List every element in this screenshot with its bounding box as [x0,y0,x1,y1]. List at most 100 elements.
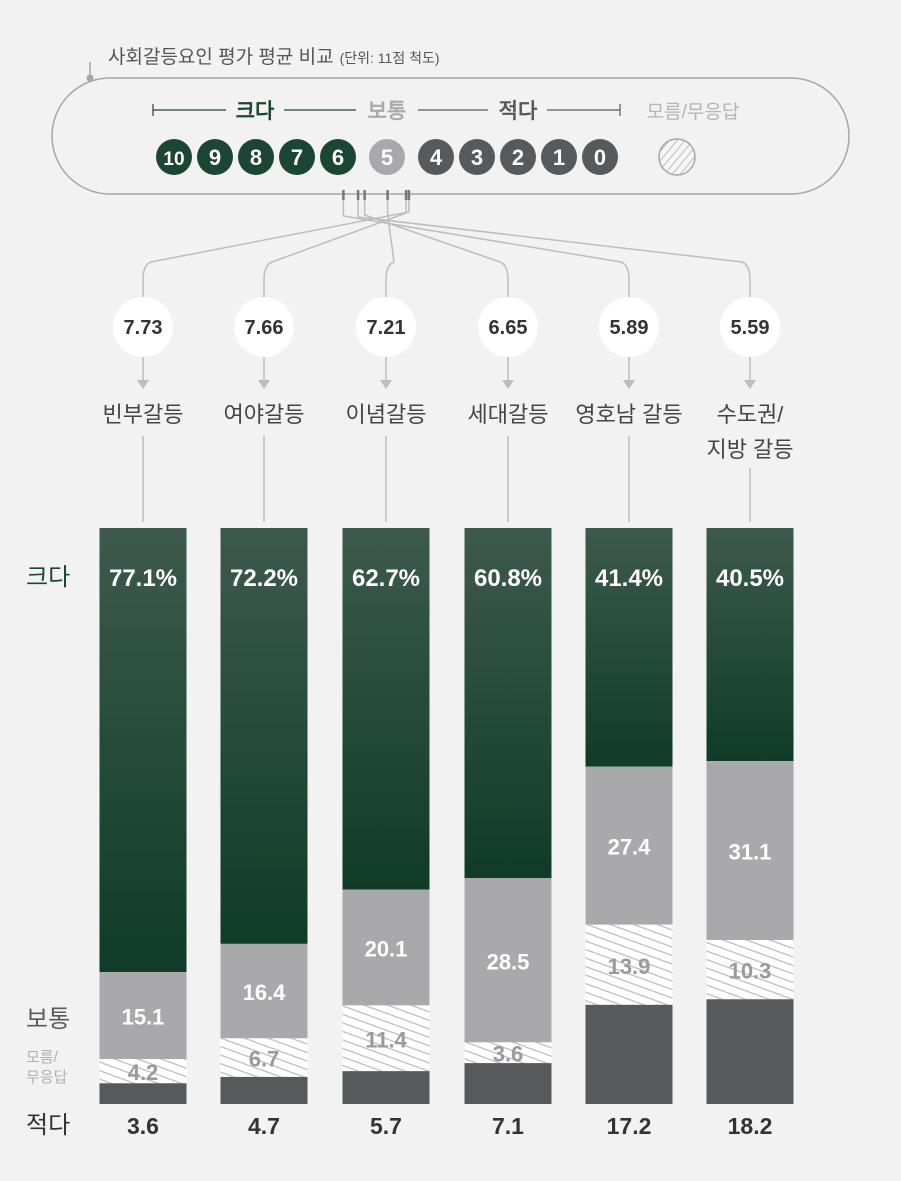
bar-value-great: 41.4% [595,565,663,592]
average-circle [720,297,780,357]
row-label-unknown: 모름/ 무응답 [26,1049,68,1086]
bar-value-small: 7.1 [492,1113,524,1139]
bar-segment-small [585,1004,673,1104]
bar-value-normal: 28.5 [487,949,530,974]
bar-segment-normal [99,972,187,1060]
bar-value-great: 72.2% [230,565,298,592]
row-label-small: 적다 [26,1112,70,1139]
scale-point-1 [541,139,577,175]
average-circle [356,297,416,357]
bar-value-unknown: 11.4 [365,1027,407,1052]
bar-segment-unknown [99,1059,187,1084]
scale-point-label: 6 [332,145,344,170]
legend-small-label: 적다 [499,100,538,123]
bar-value-unknown: 13.9 [608,954,651,979]
bar-segment-small [342,1071,430,1104]
average-circle [113,297,173,357]
bar-segment-normal [342,889,430,1006]
bar-segment-great [99,528,187,973]
bar-value-great: 60.8% [474,565,542,592]
bar-segment-small [464,1063,552,1104]
bar-segment-normal [706,761,794,941]
bar-value-great: 40.5% [716,565,784,592]
average-circles: 7.73 7.66 7.21 6.65 5.89 5.59 [113,297,780,389]
average-arrow-head [380,380,392,389]
category-label: 지방 갈등 [706,437,793,462]
scale-point-label: 4 [430,145,443,170]
average-connector-4 [342,200,630,298]
row-label-unknown-line1: 모름/ [26,1049,59,1066]
scale-point-label: 7 [291,145,303,170]
scale-point-2 [500,139,536,175]
legend-great-label: 크다 [236,100,275,123]
bar-segment-great [464,528,552,879]
category-label: 수도권/ [717,402,785,427]
scale-point-7 [279,139,315,175]
bar-segment-great [220,528,308,944]
bar-segment-normal [464,878,552,1043]
bar-segment-unknown [706,940,794,1000]
scale-point-label: 1 [553,145,565,170]
category-label: 영호남 갈등 [575,402,682,427]
legend-unknown-swatch [658,138,696,176]
stacked-bars: 77.1% 15.1 4.2 72.2% 16.4 6.7 62.7% 20.1 11.4 60.… [99,528,794,1104]
row-label-unknown-line2: 무응답 [26,1069,68,1086]
bar-value-unknown: 3.6 [493,1042,524,1067]
average-value: 7.21 [367,317,406,339]
bar-segment-small [706,999,794,1104]
bar-value-small: 5.7 [370,1113,402,1139]
bar-segment-unknown [585,924,673,1005]
chart-title-text: 사회갈등요인 평가 평균 비교 [108,46,334,68]
bar-segment-small [99,1083,187,1104]
bar-segment-great [706,528,794,762]
bar-value-normal: 15.1 [122,1005,165,1030]
bar-value-unknown: 4.2 [128,1060,159,1085]
chart-title: 사회갈등요인 평가 평균 비교 (단위: 11점 척도) [108,46,440,68]
bar-segment-great [342,528,430,890]
scale-point-label: 3 [471,145,483,170]
legend-normal-label: 보통 [368,100,407,123]
bar-segment-unknown [220,1038,308,1077]
bar-value-great: 62.7% [352,565,420,592]
average-connector-1 [263,200,407,298]
bar-value-unknown: 10.3 [729,959,772,984]
category-label: 여야갈등 [224,402,305,427]
scale-point-label: 2 [512,145,524,170]
scale-point-6 [320,139,356,175]
average-arrow-head [744,380,756,389]
bar-value-normal: 31.1 [729,840,772,865]
scale-legend-box [51,77,850,195]
row-label-great: 크다 [26,564,70,591]
bar-value-normal: 20.1 [365,936,408,961]
scale-point-8 [238,139,274,175]
legend-unknown-label: 모름/무응답 [647,101,740,123]
category-label: 이념갈등 [346,402,427,427]
bar-value-normal: 16.4 [243,980,287,1005]
average-connector-2 [385,200,395,298]
average-circle [478,297,538,357]
category-labels: 빈부갈등 여야갈등 이념갈등 세대갈등 영호남 갈등 수도권/지방 갈등 [103,402,794,522]
average-value: 7.66 [245,317,284,339]
bar-segment-great [585,528,673,767]
average-arrow-head [623,380,635,389]
scale-point-label: 5 [381,145,393,170]
scale-point-label: 9 [209,145,221,170]
scale-point-0 [582,139,618,175]
average-value: 7.73 [124,317,163,339]
scale-point-9 [197,139,233,175]
bar-segment-normal [585,766,673,925]
row-label-normal: 보통 [26,1006,70,1033]
bar-value-great: 77.1% [109,565,177,592]
scale-point-4 [418,139,454,175]
bar-value-unknown: 6.7 [249,1047,280,1072]
scale-point-10 [156,139,192,175]
bar-value-small: 3.6 [127,1113,159,1139]
average-circle [599,297,659,357]
bar-value-small: 18.2 [728,1113,773,1139]
average-connectors [142,190,751,298]
category-label: 빈부갈등 [103,402,184,427]
bar-segment-unknown [464,1042,552,1064]
average-circle [234,297,294,357]
average-arrow-head [137,380,149,389]
